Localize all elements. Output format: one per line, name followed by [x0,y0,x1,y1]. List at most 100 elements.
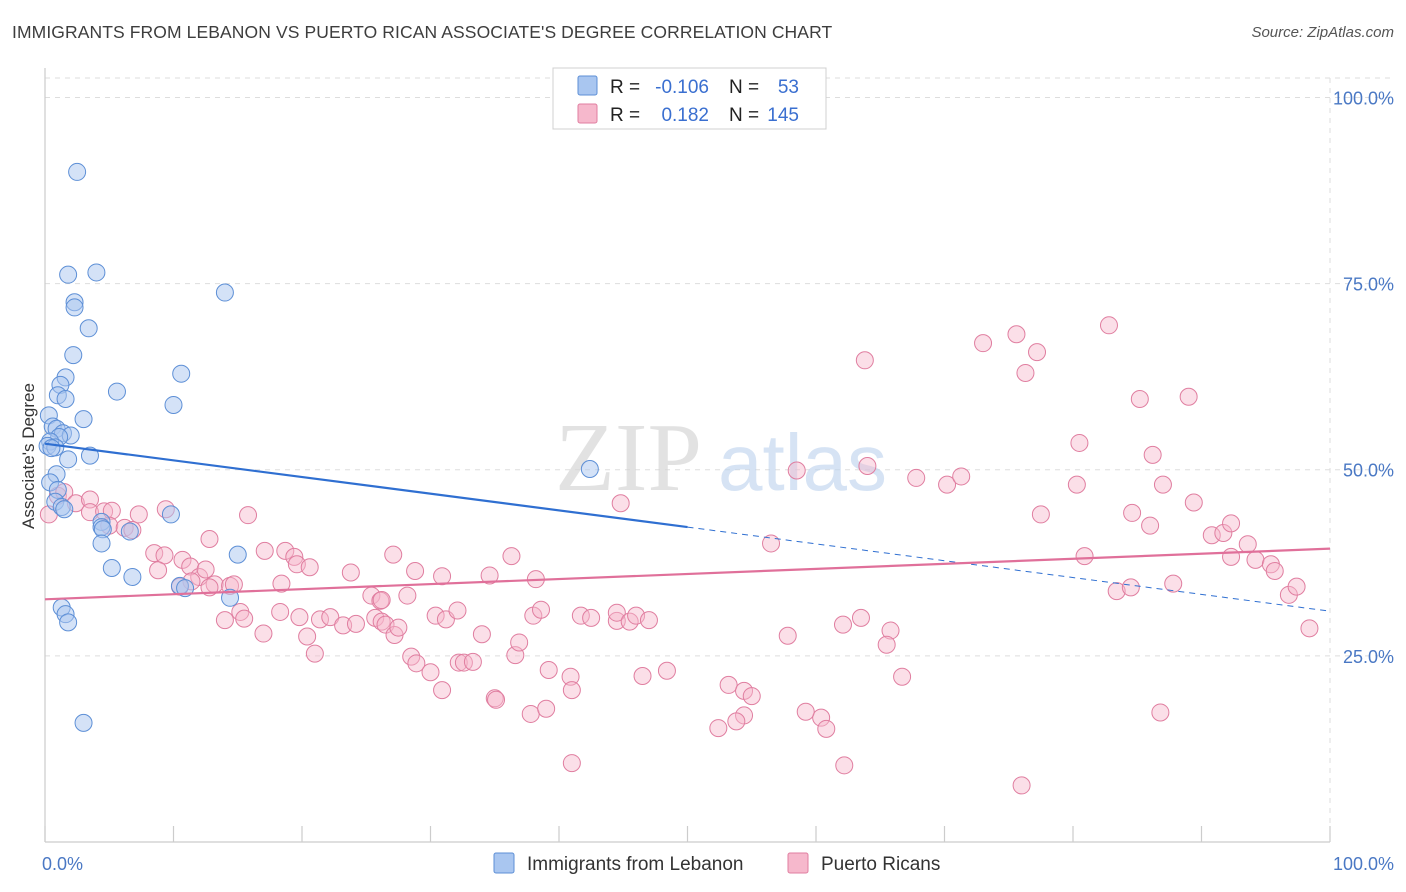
point-puerto-ricans [1099,316,1118,335]
legend-r-label-lebanon: R = [610,77,640,98]
y-tick-label: 100.0% [1333,88,1394,108]
point-puerto-ricans [1130,390,1149,409]
point-puerto-ricans [1164,574,1183,593]
x-tick-label-max: 100.0% [1333,854,1394,874]
point-lebanon [59,613,78,632]
legend-r-value-lebanon: -0.106 [655,77,709,98]
point-puerto-ricans [521,704,540,723]
point-puerto-ricans [254,624,273,643]
point-puerto-ricans [80,503,99,522]
point-lebanon [74,713,93,732]
point-puerto-ricans [787,461,806,480]
point-puerto-ricans [537,699,556,718]
point-lebanon [79,319,98,338]
point-puerto-ricans [539,661,558,680]
point-puerto-ricans [173,550,192,569]
point-puerto-ricans [1151,703,1170,722]
point-puerto-ricans [433,681,452,700]
point-puerto-ricans [1075,547,1094,566]
point-puerto-ricans [1107,582,1126,601]
legend-n-value-lebanon: 53 [778,77,799,98]
point-puerto-ricans [727,712,746,731]
trend-lines [44,442,1331,612]
trend-line-puerto-ricans [44,547,1331,601]
point-puerto-ricans [1141,516,1160,535]
y-tick-labels: 25.0% 50.0% 75.0% 100.0% [1333,88,1394,666]
point-puerto-ricans [1202,526,1221,545]
point-puerto-ricans [639,611,658,630]
point-puerto-ricans [1123,503,1142,522]
point-puerto-ricans [1012,776,1031,795]
point-puerto-ricans [239,506,258,525]
point-puerto-ricans [454,653,473,672]
point-puerto-ricans [881,621,900,640]
point-puerto-ricans [271,602,290,621]
point-lebanon [172,364,191,383]
watermark: ZIP atlas [555,404,887,512]
legend-r-value-pr: 0.182 [661,105,709,126]
point-puerto-ricans [1265,561,1284,580]
point-puerto-ricans [1214,524,1233,543]
point-puerto-ricans [1007,325,1026,344]
point-lebanon [580,459,599,478]
point-puerto-ricans [532,600,551,619]
point-lebanon [120,522,139,541]
point-puerto-ricans [742,687,761,706]
legend-n-value-pr: 145 [767,105,799,126]
point-puerto-ricans [812,708,831,727]
point-puerto-ricans [562,681,581,700]
point-puerto-ricans [285,547,304,566]
point-puerto-ricans [149,561,168,580]
point-lebanon [176,579,195,598]
trend-line-lebanon [44,442,688,529]
point-puerto-ricans [433,567,452,586]
point-puerto-ricans [762,534,781,553]
point-puerto-ricans [276,541,295,560]
point-puerto-ricans [426,606,445,625]
point-lebanon [228,545,247,564]
point-puerto-ricans [341,563,360,582]
series-legend: Immigrants from Lebanon Puerto Ricans [493,852,940,875]
point-puerto-ricans [833,615,852,634]
point-puerto-ricans [719,675,738,694]
point-puerto-ricans [1121,578,1140,597]
point-puerto-ricans [796,702,815,721]
point-puerto-ricans [1028,343,1047,362]
point-lebanon [164,395,183,414]
point-lebanon [42,439,61,458]
source-label: Source: ZipAtlas.com [1251,24,1394,41]
point-puerto-ricans [938,475,957,494]
point-puerto-ricans [858,457,877,476]
point-puerto-ricans [80,490,99,509]
point-puerto-ricans [384,545,403,564]
point-puerto-ricans [421,663,440,682]
point-puerto-ricans [1222,514,1241,533]
point-lebanon [161,505,180,524]
point-puerto-ricans [611,494,630,513]
point-lebanon [74,410,93,429]
legend-swatch-pr [577,103,598,124]
point-puerto-ricans [1070,433,1089,452]
point-puerto-ricans [1016,363,1035,382]
point-puerto-ricans [561,667,580,686]
y-axis-title: Associate's Degree [19,383,38,529]
legend-swatch-lebanon [577,75,598,96]
point-puerto-ricans [1184,493,1203,512]
trend-line-lebanon-extrapolated [687,526,1331,612]
legend-r-label-pr: R = [610,105,640,126]
point-puerto-ricans [562,754,581,773]
point-lebanon [87,263,106,282]
point-puerto-ricans [215,611,234,630]
point-puerto-ricans [406,561,425,580]
point-puerto-ricans [272,574,291,593]
point-puerto-ricans [255,541,274,560]
point-puerto-ricans [657,661,676,680]
point-puerto-ricans [480,566,499,585]
point-puerto-ricans [907,468,926,487]
watermark-zip: ZIP [555,404,702,512]
point-lebanon [107,382,126,401]
chart-title: IMMIGRANTS FROM LEBANON VS PUERTO RICAN … [12,22,833,42]
point-puerto-ricans [1067,475,1086,494]
point-puerto-ricans [607,603,626,622]
point-puerto-ricans [472,625,491,644]
